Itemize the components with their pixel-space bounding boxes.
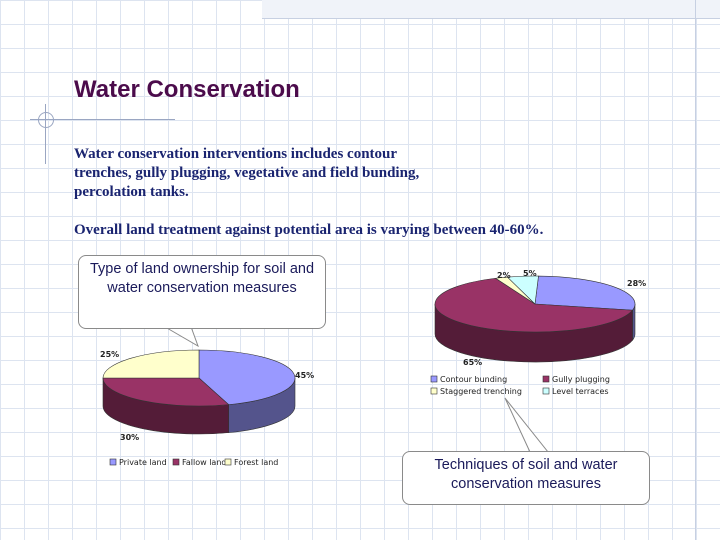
legend-label: Forest land [234, 458, 278, 467]
pie-slice-fallow-land [102, 377, 230, 407]
crosshair-circle [38, 112, 54, 128]
body-text: Water conservation interventions include… [74, 146, 420, 200]
legend-swatch [109, 458, 117, 466]
pie-data-label: 2% [497, 271, 511, 280]
legend-swatch [542, 387, 550, 395]
ownership-callout-text: Type of land ownership for soil and wate… [89, 261, 315, 296]
pie-data-label: 30% [120, 433, 139, 442]
pie-slice-level-terraces [506, 275, 539, 305]
pie-data-label: 65% [463, 358, 482, 367]
pie-slice-contour-bunding [534, 275, 636, 311]
legend-label: Gully plugging [552, 375, 610, 384]
legend-swatch [224, 458, 232, 466]
legend-swatch [430, 375, 438, 383]
techniques-callout-text: Techniques of soil and water conservatio… [434, 457, 618, 492]
legend-label: Level terraces [552, 387, 609, 396]
techniques-callout: Techniques of soil and water conservatio… [402, 451, 650, 505]
crosshair-horizontal [30, 119, 175, 120]
legend-label: Contour bunding [440, 375, 507, 384]
legend-label: Fallow land [182, 458, 226, 467]
pie-data-label: 25% [100, 350, 119, 359]
techniques-callout-pointer [504, 397, 550, 453]
body-text-summary: Overall land treatment against potential… [74, 222, 544, 238]
crosshair-vertical [45, 104, 46, 164]
top-band [262, 0, 720, 19]
legend-label: Staggered trenching [440, 387, 522, 396]
techniques-pie-chart: 28% 65% 2% 5% Contour bunding Gully plugging S… [430, 269, 646, 396]
ownership-callout: Type of land ownership for soil and wate… [78, 255, 326, 329]
slide-title: Water Conservation [74, 76, 300, 103]
pie-slice-private-land [198, 349, 296, 405]
pie-data-label: 5% [523, 269, 537, 278]
ownership-pie-chart: 45% 30% 25% Private land Fallow land Forest l… [100, 349, 314, 467]
right-rule [695, 0, 696, 540]
legend-label: Private land [119, 458, 167, 467]
legend-swatch [172, 458, 180, 466]
legend-swatch [430, 387, 438, 395]
pie-slice-gully-plugging [434, 277, 634, 333]
pie-data-label: 45% [295, 371, 314, 380]
pie-data-label: 28% [627, 279, 646, 288]
legend-swatch [542, 375, 550, 383]
pie-slice-forest-land [102, 349, 200, 379]
